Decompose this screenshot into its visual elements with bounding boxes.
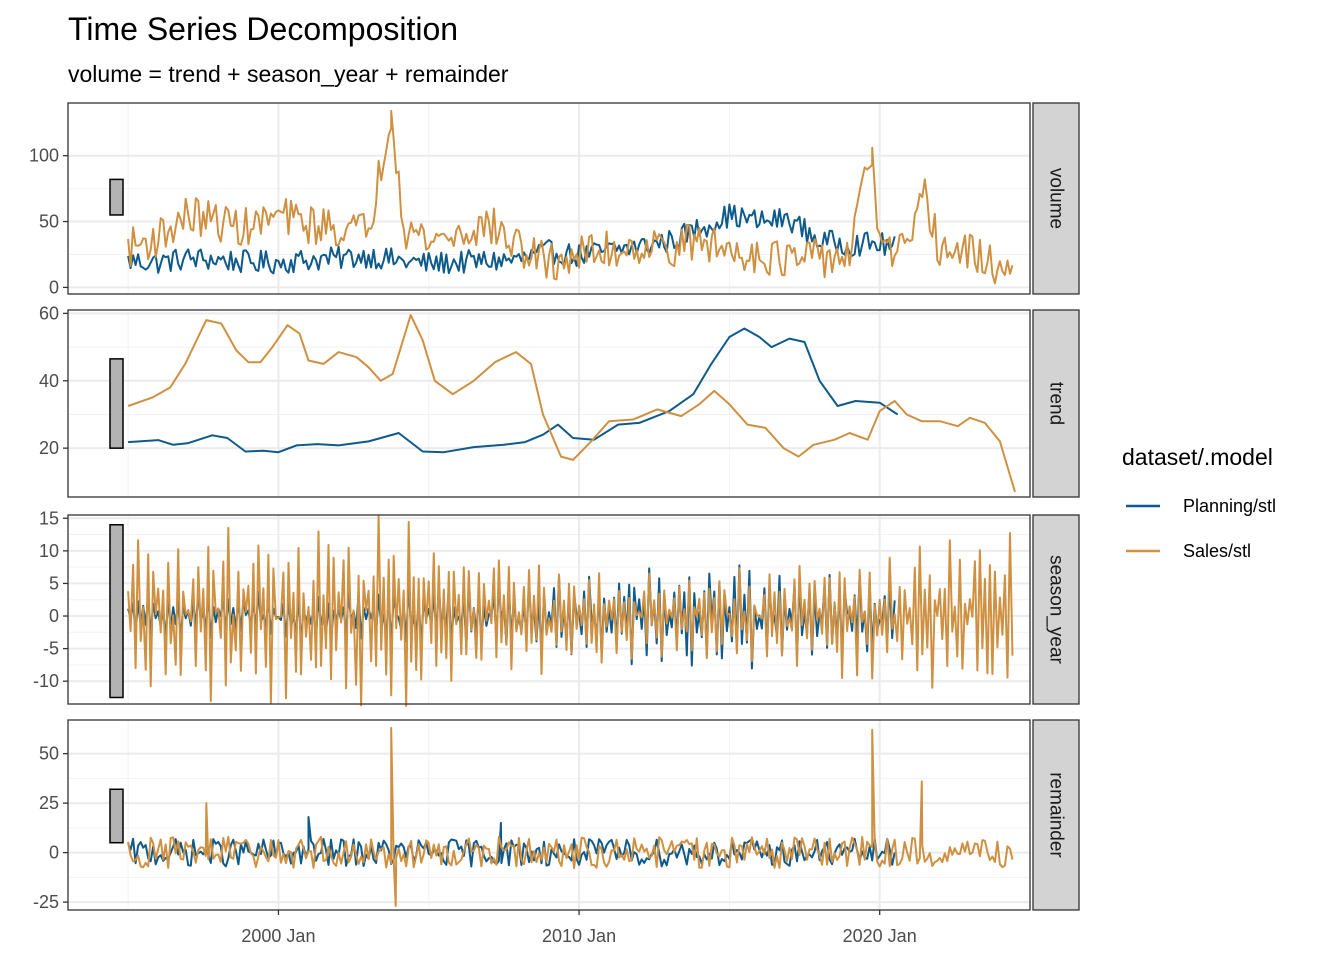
minor-gridlines [68,720,1031,910]
series-line-sales [127,515,1014,707]
strip-label: remainder [1046,772,1067,858]
y-tick-label: 60 [39,303,59,323]
y-tick-label: 40 [39,371,59,391]
strip-volume: volume [1032,102,1080,295]
series-line-sales [127,314,1016,493]
y-axis: 15 10 5 0 -5 -10 [33,508,68,691]
x-tick-label: 2000 Jan [241,926,315,946]
strip-box [1032,102,1080,295]
strip-label: volume [1046,168,1067,229]
major-gridlines [68,103,1030,294]
y-axis: 50 25 0 -25 [33,744,68,912]
legend-label-sales: Sales/stl [1183,541,1251,561]
y-tick-label: 0 [49,606,59,626]
y-tick-label: -10 [33,671,59,691]
scale-bar [109,524,124,699]
strip-trend: trend [1032,309,1080,498]
strip-box [1032,514,1080,705]
y-tick-label: -25 [33,892,59,912]
y-tick-label: 50 [39,744,59,764]
y-tick-label: 100 [29,146,59,166]
major-gridlines [68,310,1030,497]
legend-title: dataset/.model [1122,444,1273,470]
minor-gridlines [68,310,1031,497]
panel-border [67,719,1031,911]
panel-season-year: 15 10 5 0 -5 -10 season_year [33,508,1080,707]
chart-subtitle: volume = trend + season_year + remainder [68,61,509,87]
series-line-planning [128,327,899,454]
scale-bar [109,358,124,449]
legend-item-sales: Sales/stl [1126,541,1251,561]
series-line-planning [127,203,896,275]
y-axis: 0 50 100 [29,146,68,297]
panels: 050100volume204060trend151050-5-10season… [29,102,1080,912]
y-tick-label: 20 [39,438,59,458]
x-tick-label: 2020 Jan [843,926,917,946]
chart-title: Time Series Decomposition [68,11,458,47]
x-tick-label: 2010 Jan [542,926,616,946]
strip-season-year: season_year [1032,514,1080,705]
y-tick-label: 0 [49,843,59,863]
panel-border [67,309,1031,498]
minor-gridlines [68,103,1031,294]
y-tick-label: 10 [39,541,59,561]
panel-volume: 0 50 100 volume [29,102,1080,297]
series-lines [127,726,1014,907]
series-line-sales [127,109,1014,285]
legend-item-planning: Planning/stl [1126,496,1276,516]
series-lines [127,109,1014,285]
strip-label: season_year [1046,555,1067,664]
series-line-planning [127,816,896,868]
scale-bar [109,178,124,216]
x-axis: 2000 Jan 2010 Jan 2020 Jan [241,910,917,946]
y-tick-label: 50 [39,212,59,232]
strip-box [1032,309,1080,498]
y-tick-label: 15 [39,508,59,528]
legend-label-planning: Planning/stl [1183,496,1276,516]
scale-bar [109,788,124,844]
y-tick-label: 0 [49,277,59,297]
major-gridlines [68,720,1030,910]
series-line-sales [127,726,1014,907]
series-lines [127,314,1016,493]
strip-label: trend [1046,382,1067,425]
legend: dataset/.model Planning/stl Sales/stl [1122,444,1276,561]
panel-border [67,102,1031,295]
strip-remainder: remainder [1032,719,1080,911]
y-tick-label: -5 [43,639,59,659]
panel-border [67,514,1031,705]
panel-trend: 20 40 60 trend [39,303,1080,498]
y-tick-label: 25 [39,793,59,813]
strip-box [1032,719,1080,911]
y-tick-label: 5 [49,573,59,593]
panel-remainder: 50 25 0 -25 remainder [33,719,1080,912]
series-lines [127,515,1014,707]
y-axis: 20 40 60 [39,303,68,458]
